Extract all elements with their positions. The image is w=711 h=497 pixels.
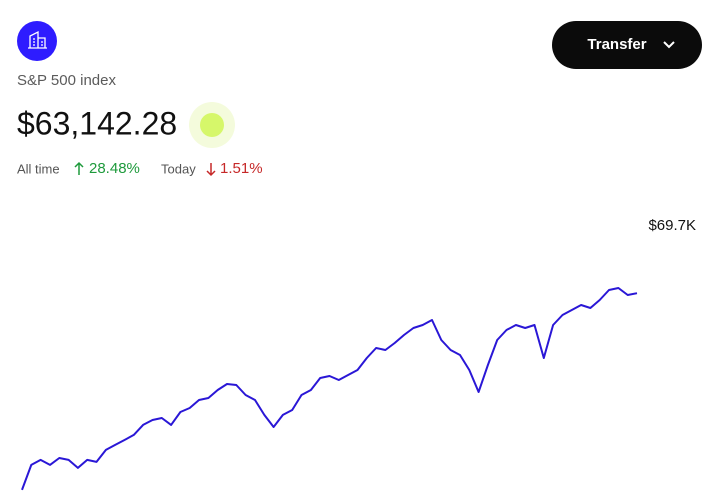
- today-label: Today: [161, 161, 196, 176]
- asset-title: S&P 500 index: [17, 72, 116, 89]
- today-change: 1.51%: [220, 160, 263, 177]
- asset-icon: [17, 21, 57, 61]
- all-time-change: 28.48%: [89, 160, 140, 177]
- button-label[interactable]: Transfer: [587, 36, 646, 53]
- all-time-label: All time: [17, 161, 60, 176]
- down-arrow: [206, 163, 216, 177]
- button-bg[interactable]: [552, 21, 702, 69]
- up-arrow: [74, 161, 84, 175]
- price-line: [21, 287, 638, 491]
- chart-annotation: $69.7K: [648, 217, 696, 234]
- balance: $63,142.28: [17, 105, 177, 141]
- transfer-button[interactable]: Transfer: [552, 21, 702, 69]
- chevron[interactable]: [663, 41, 675, 49]
- status-dot: [189, 102, 235, 148]
